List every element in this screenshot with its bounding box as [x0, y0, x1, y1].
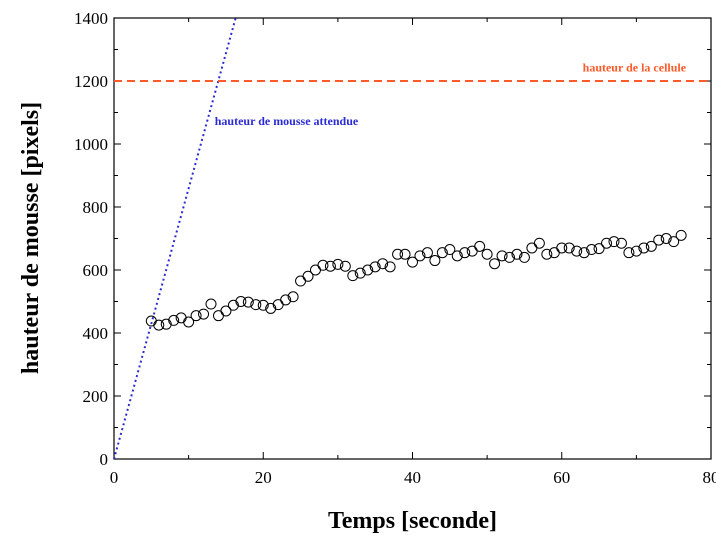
- data-point: [302, 270, 314, 282]
- data-point: [250, 299, 262, 311]
- data-point: [578, 247, 590, 259]
- data-point: [511, 248, 523, 260]
- y-tick-label: 1400: [74, 9, 108, 28]
- x-tick-label: 60: [553, 468, 570, 487]
- data-point: [474, 240, 486, 252]
- x-tick-label: 80: [703, 468, 716, 487]
- y-tick-label: 200: [83, 387, 109, 406]
- data-point: [668, 236, 680, 248]
- data-point: [317, 259, 329, 271]
- data-point: [183, 316, 195, 328]
- y-tick-label: 1000: [74, 135, 108, 154]
- x-axis-title: Temps [seconde]: [328, 508, 497, 534]
- data-point: [563, 242, 575, 254]
- data-point: [638, 242, 650, 254]
- data-point: [653, 234, 665, 246]
- data-point: [198, 308, 210, 320]
- data-point: [287, 291, 299, 303]
- data-point: [466, 245, 478, 257]
- data-point: [190, 310, 202, 322]
- data-point: [369, 261, 381, 273]
- data-point: [168, 314, 180, 326]
- expected-foam-height-line: [113, 17, 237, 460]
- data-point: [533, 237, 545, 249]
- data-point: [436, 247, 448, 259]
- data-point: [608, 236, 620, 248]
- data-point: [451, 250, 463, 262]
- data-point: [541, 248, 553, 260]
- data-point: [339, 260, 351, 272]
- y-axis-title: hauteur de mousse [pixels]: [18, 102, 44, 374]
- data-point: [399, 248, 411, 260]
- data-point: [324, 260, 336, 272]
- y-tick-label: 600: [83, 261, 109, 280]
- expected-foam-height-label: hauteur de mousse attendue: [215, 114, 359, 128]
- data-point: [242, 296, 254, 308]
- reference-lines: [113, 17, 711, 460]
- data-point: [392, 248, 404, 260]
- data-point: [220, 305, 232, 317]
- data-point: [615, 237, 627, 249]
- data-point: [280, 294, 292, 306]
- data-point: [459, 247, 471, 259]
- data-point: [407, 256, 418, 268]
- data-point: [414, 250, 426, 262]
- data-point: [556, 242, 568, 254]
- data-point: [384, 261, 396, 273]
- annotations: hauteur de mousse attendue hauteur de la …: [215, 61, 687, 129]
- data-point: [212, 310, 224, 322]
- data-point: [362, 264, 374, 276]
- data-points: [145, 229, 687, 331]
- data-point: [145, 315, 157, 327]
- x-tick-label: 20: [255, 468, 272, 487]
- cell-height-label: hauteur de la cellule: [583, 61, 687, 75]
- data-point: [645, 240, 657, 252]
- data-point: [548, 247, 560, 259]
- data-point: [444, 244, 456, 256]
- data-point: [332, 258, 344, 270]
- data-point: [235, 296, 247, 307]
- data-point: [489, 258, 501, 270]
- data-point: [601, 237, 613, 249]
- data-point: [295, 275, 307, 287]
- data-point: [257, 299, 269, 311]
- x-tick-label: 0: [110, 468, 119, 487]
- y-tick-label: 1200: [74, 72, 108, 91]
- data-point: [571, 245, 583, 257]
- axis-ticks: [113, 17, 712, 460]
- data-point: [675, 229, 687, 241]
- data-point: [593, 243, 605, 255]
- y-tick-label: 0: [100, 450, 109, 469]
- data-point: [354, 267, 366, 279]
- data-point: [623, 247, 635, 259]
- y-tick-label: 400: [83, 324, 109, 343]
- data-point: [205, 298, 217, 310]
- data-point: [153, 319, 165, 331]
- data-point: [377, 258, 389, 270]
- data-point: [429, 255, 441, 267]
- data-point: [660, 233, 672, 244]
- y-tick-label: 800: [83, 198, 109, 217]
- data-point: [586, 244, 598, 256]
- data-point: [347, 270, 359, 282]
- data-point: [421, 247, 433, 259]
- data-point: [526, 242, 538, 254]
- data-point: [481, 248, 493, 260]
- data-point: [504, 251, 516, 263]
- data-point: [518, 251, 530, 263]
- data-point: [309, 264, 321, 276]
- data-point: [496, 250, 508, 262]
- x-tick-label: 40: [404, 468, 421, 487]
- data-point: [630, 245, 642, 257]
